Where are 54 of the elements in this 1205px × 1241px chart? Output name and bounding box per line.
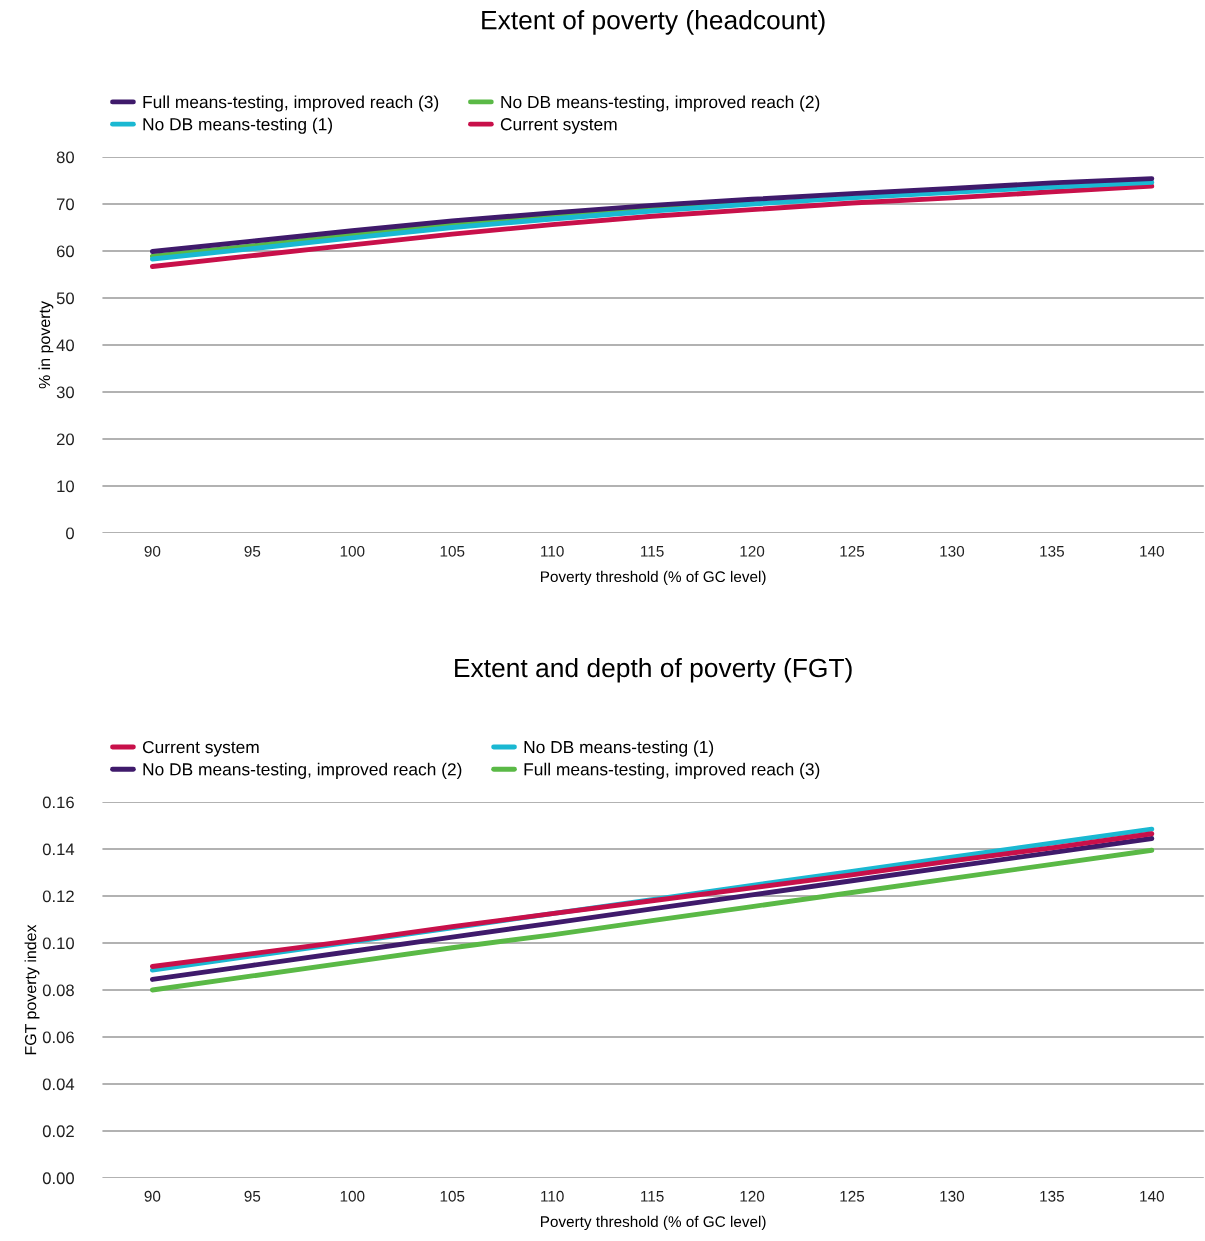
y-tick-label: 0.00 — [42, 1172, 74, 1185]
legend-label: Current system — [142, 740, 259, 757]
x-tick-label: 115 — [641, 546, 664, 557]
x-tick-label: 130 — [940, 1190, 965, 1202]
y-tick-label: 0.06 — [42, 1031, 74, 1044]
y-tick-label: 0.04 — [42, 1078, 75, 1091]
legend-label: Current system — [500, 118, 617, 134]
legend-label: No DB means-testing (1) — [524, 740, 714, 757]
legend-label: Full means-testing, improved reach (3) — [524, 762, 820, 779]
x-tick-label: 135 — [1040, 1190, 1064, 1202]
y-tick-label: 40 — [56, 339, 74, 352]
x-axis-title: Poverty threshold (% of GC level) — [541, 570, 766, 586]
x-tick-label: 120 — [740, 1190, 765, 1202]
y-tick-label: 70 — [56, 198, 74, 211]
x-tick-label: 125 — [840, 1190, 865, 1202]
x-tick-label: 90 — [144, 1190, 161, 1202]
x-tick-label: 95 — [244, 1190, 261, 1202]
x-tick-label: 135 — [1040, 545, 1064, 557]
x-tick-label: 100 — [340, 1190, 365, 1202]
legend-label: Full means-testing, improved reach (3) — [143, 95, 439, 112]
y-axis-title: FGT poverty index — [24, 924, 40, 1055]
y-tick-label: 10 — [57, 480, 74, 493]
y-tick-label: 0.12 — [42, 890, 74, 903]
x-tick-label: 105 — [440, 1190, 465, 1202]
x-axis-title: Poverty threshold (% of GC level) — [541, 1215, 766, 1231]
y-tick-label: 0.10 — [42, 937, 74, 950]
x-tick-label: 125 — [840, 545, 865, 557]
x-tick-label: 120 — [740, 545, 765, 557]
y-tick-label: 0.08 — [42, 984, 74, 997]
y-tick-label: 0.14 — [42, 843, 75, 856]
x-tick-label: 90 — [144, 545, 161, 557]
y-tick-label: 60 — [56, 245, 74, 258]
y-tick-label: 0.16 — [42, 796, 74, 809]
y-tick-label: 20 — [56, 433, 74, 446]
y-tick-label: 50 — [56, 292, 74, 305]
legend-label: No DB means-testing (1) — [143, 117, 333, 134]
x-tick-label: 115 — [641, 1191, 664, 1202]
x-tick-label: 100 — [340, 545, 365, 557]
x-tick-label: 140 — [1140, 1190, 1164, 1202]
y-tick-label: 0 — [66, 527, 74, 540]
chart-title: Extent and depth of poverty (FGT) — [455, 657, 852, 683]
y-tick-label: 80 — [56, 151, 74, 164]
legend-label: No DB means-testing, improved reach (2) — [143, 762, 462, 779]
y-tick-label: 0.02 — [42, 1125, 74, 1138]
x-tick-label: 140 — [1140, 545, 1164, 557]
chart-title: Extent of poverty (headcount) — [482, 10, 825, 35]
y-tick-label: 30 — [56, 386, 74, 399]
x-tick-label: 110 — [541, 545, 564, 557]
y-axis-title: % in poverty — [38, 301, 54, 389]
legend-label: No DB means-testing, improved reach (2) — [501, 95, 820, 112]
x-tick-label: 130 — [940, 545, 965, 557]
x-tick-label: 110 — [541, 1190, 564, 1202]
x-tick-label: 105 — [440, 545, 465, 557]
x-tick-label: 95 — [244, 545, 261, 557]
